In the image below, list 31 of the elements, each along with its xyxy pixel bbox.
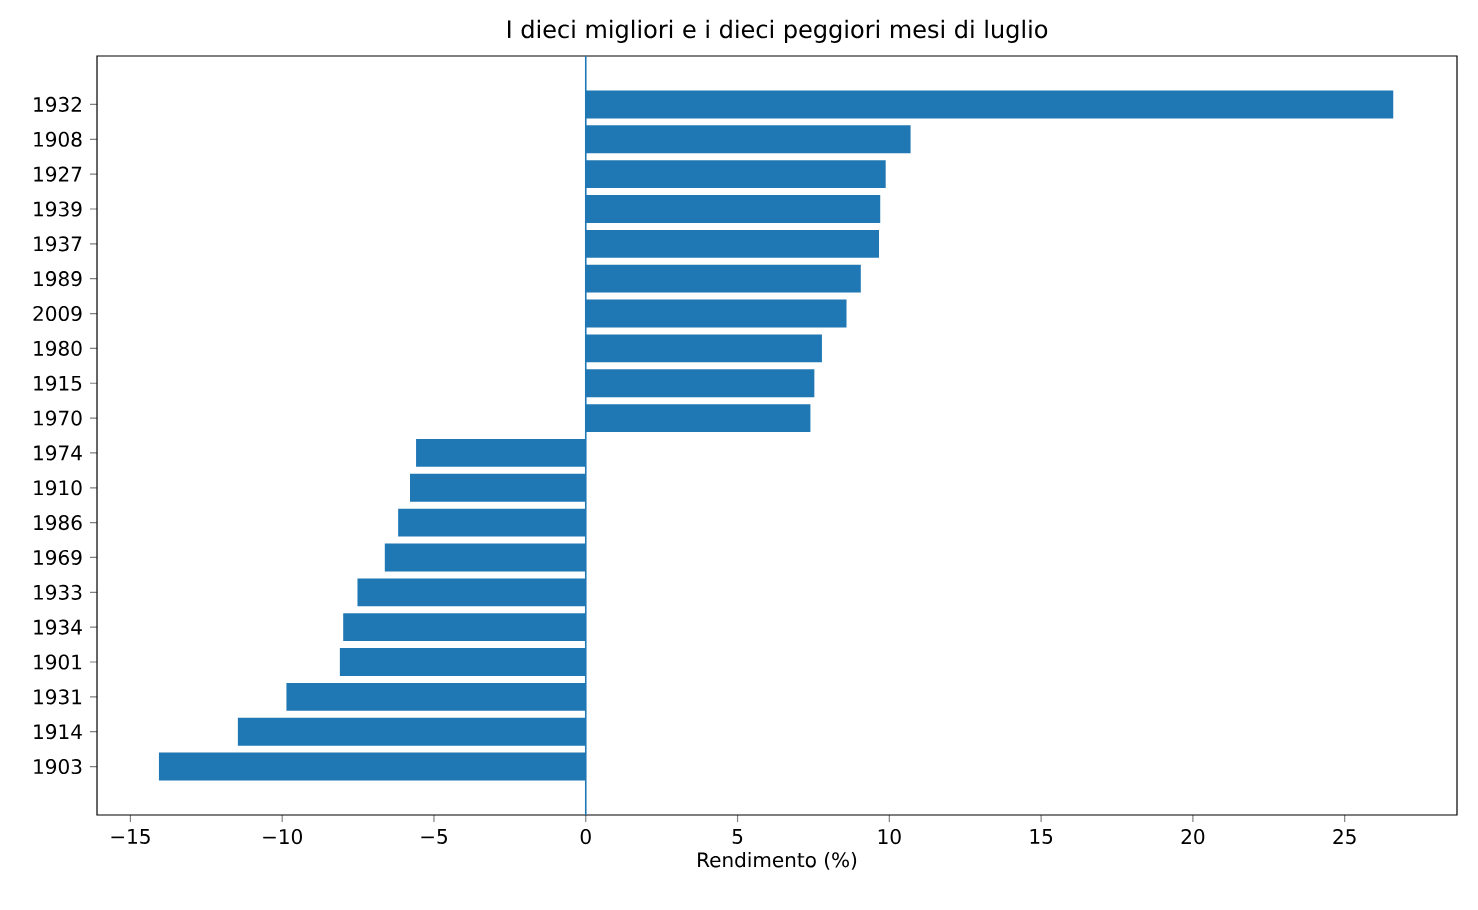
- x-tick-label: 15: [1030, 829, 1053, 844]
- y-tick-label: 1932: [34, 96, 81, 112]
- y-tick-label: 1931: [34, 689, 82, 705]
- x-tick-label: 20: [1181, 829, 1205, 845]
- x-tick-label: 0: [580, 829, 591, 845]
- y-tick-label: 1903: [34, 758, 82, 775]
- y-tick-label: 1915: [34, 375, 82, 391]
- chart-title: I dieci migliori e i dieci peggiori mesi di luglio: [507, 19, 1048, 43]
- y-tick-label: 1970: [34, 410, 82, 426]
- y-tick-label: 2009: [33, 305, 82, 322]
- y-tick-label: 1933: [34, 584, 82, 600]
- x-tick-label: −5: [421, 829, 447, 844]
- x-tick-label: −15: [111, 829, 150, 844]
- y-tick-label: 1927: [34, 166, 82, 182]
- y-tick-label: 1934: [34, 619, 82, 635]
- y-tick-label: 1980: [34, 340, 82, 356]
- x-tick-label: 10: [878, 829, 901, 845]
- x-tick-label: −10: [263, 829, 302, 845]
- y-tick-label: 1974: [34, 445, 82, 461]
- y-tick-label: 1986: [34, 515, 82, 531]
- x-axis-title: Rendimento (%): [698, 851, 857, 870]
- y-tick-label: 1901: [34, 654, 82, 670]
- y-tick-label: 1989: [34, 271, 82, 287]
- y-tick-label: 1914: [34, 724, 82, 740]
- y-tick-label: 1939: [34, 201, 82, 217]
- y-tick-label: 1937: [34, 236, 82, 252]
- x-tick-label: 5: [732, 829, 743, 844]
- y-tick-label: 1910: [34, 480, 82, 496]
- y-tick-label: 1908: [34, 131, 82, 147]
- y-tick-label: 1969: [34, 549, 82, 566]
- x-tick-label: 25: [1333, 829, 1356, 845]
